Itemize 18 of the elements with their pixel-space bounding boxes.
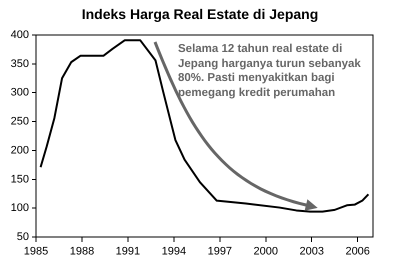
y-tick-label: 250 <box>10 116 29 128</box>
x-tick-label: 1994 <box>162 246 186 258</box>
x-tick-label: 1988 <box>70 246 94 258</box>
x-tick-label: 2003 <box>299 246 324 258</box>
y-tick-label: 100 <box>10 202 29 214</box>
y-tick-label: 150 <box>10 173 29 186</box>
y-tick-label: 350 <box>10 58 29 70</box>
y-tick-label: 300 <box>10 86 29 99</box>
x-tick-label: 1985 <box>24 246 48 258</box>
x-tick-label: 1997 <box>208 246 232 258</box>
annotation: Selama 12 tahun real estate di Jepang harganya turun sebanyak 80%. Pasti menyakitkan bagi pemegang kredit perumahan <box>178 42 362 100</box>
x-tick-label: 2000 <box>254 246 278 258</box>
chart-title: Indeks Harga Real Estate di Jepang <box>80 6 320 22</box>
x-tick-label: 2006 <box>345 246 370 258</box>
y-tick-label: 200 <box>10 144 29 156</box>
y-tick-label: 50 <box>16 231 29 244</box>
y-tick-label: 400 <box>10 29 29 42</box>
x-tick-label: 1991 <box>116 246 140 258</box>
